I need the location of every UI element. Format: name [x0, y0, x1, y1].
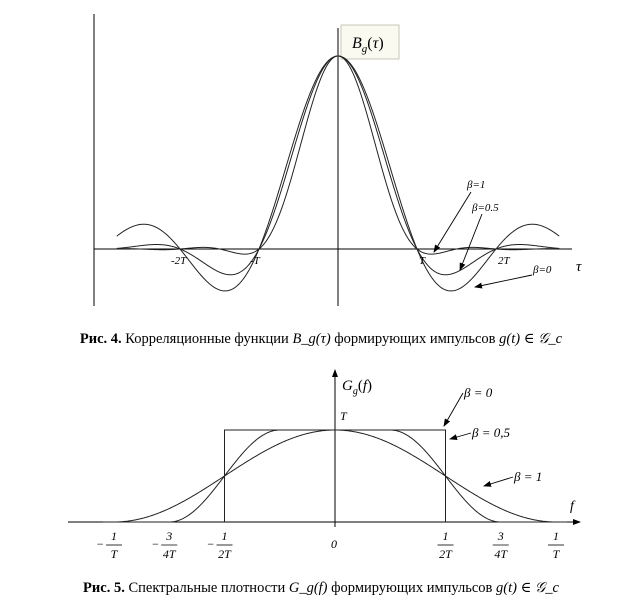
svg-text:0: 0: [331, 537, 337, 551]
fig4-caption-math2: g(t) ∈ 𝒢_c: [499, 331, 563, 347]
fig5-caption-math2: g(t) ∈ 𝒢_c: [496, 580, 559, 596]
svg-text:1: 1: [222, 529, 228, 543]
svg-text:1: 1: [111, 529, 117, 543]
fig5-series-beta-1: [102, 429, 568, 523]
fig4-caption-text1: Корреляционные функции: [125, 331, 289, 347]
fig4-arrow-beta-1: [433, 191, 472, 253]
fig5-caption-prefix: Рис. 5.: [83, 580, 125, 596]
fig5-x-axis-label: f: [570, 499, 576, 514]
svg-text:T: T: [111, 547, 119, 561]
fig5-tick-label: 0: [331, 537, 337, 551]
svg-text:−: −: [96, 537, 104, 551]
fig4-series--0: [116, 55, 560, 292]
figure-4-caption: Рис. 4. Корреляционные функции B_g(τ) фо…: [0, 331, 642, 348]
fig4-curves: [116, 55, 560, 292]
fig5-caption-math1: G_g(f): [288, 580, 328, 596]
svg-text:1: 1: [553, 529, 559, 543]
svg-text:−: −: [207, 537, 215, 551]
fig5-caption-text2: формирующих импульсов: [331, 580, 493, 596]
fig5-tick-label: 34T: [492, 529, 509, 561]
fig4-x-axis-label: τ: [576, 259, 582, 275]
fig5-label-beta-1: β = 1: [513, 469, 542, 484]
fig4-tick-label: 2T: [498, 255, 511, 267]
fig4-ylabel-box: [340, 24, 400, 60]
fig4-tick-label: T: [419, 255, 426, 267]
fig5-tick-label: 12T: [437, 529, 454, 561]
fig4-caption-text2: формирующих импульсов: [334, 331, 496, 347]
fig5-curves: [102, 429, 568, 523]
fig4-label-beta-0: β=0: [532, 264, 552, 276]
fig4-caption-prefix: Рис. 4.: [79, 331, 122, 347]
fig4-label-beta-1: β=1: [466, 179, 485, 191]
fig4-tick-label: -T: [250, 255, 261, 267]
fig5-label-beta-0: β = 0: [463, 385, 493, 400]
svg-text:T: T: [553, 547, 561, 561]
fig4-tick-labels: -2T -T T 2T: [171, 255, 511, 267]
svg-text:4T: 4T: [494, 547, 508, 561]
svg-text:2T: 2T: [439, 547, 453, 561]
fig5-arrow-beta-0-5: [449, 432, 472, 440]
fig5-tick-label: −1 T: [96, 529, 122, 561]
svg-text:3: 3: [497, 529, 504, 543]
svg-text:1: 1: [443, 529, 449, 543]
fig4-ylabel: Bg(τ): [352, 35, 384, 55]
fig4-label-beta-0-5: β=0.5: [471, 202, 499, 214]
svg-text:4T: 4T: [163, 547, 177, 561]
fig5-label-beta-0-5: β = 0,5: [471, 425, 510, 440]
figure-5-caption: Рис. 5. Спектральные плотности G_g(f) фо…: [0, 580, 642, 597]
fig5-arrow-beta-0: [443, 392, 464, 427]
fig4-tick-label: -2T: [171, 255, 187, 267]
fig5-peak-label: T: [340, 409, 348, 423]
fig5-tick-label: −3 4T: [151, 529, 178, 561]
figure-4: Bg(τ) -2T -T T 2T τ β=1 β=0.5 β=0: [93, 14, 582, 306]
svg-text:3: 3: [165, 529, 172, 543]
fig4-arrow-beta-0: [474, 274, 533, 289]
fig4-caption-math1: B_g(τ): [292, 331, 331, 347]
fig5-tick-label: 1T: [548, 529, 564, 561]
fig5-caption-text1: Спектральные плотности: [128, 580, 286, 596]
fig5-ylabel: Gg(f): [342, 378, 372, 397]
fig5-arrow-beta-1: [483, 476, 514, 487]
svg-text:−: −: [151, 537, 159, 551]
svg-text:2T: 2T: [218, 547, 232, 561]
fig5-tick-label: −1 2T: [207, 529, 233, 561]
fig4-arrow-beta-0-5: [459, 213, 483, 271]
